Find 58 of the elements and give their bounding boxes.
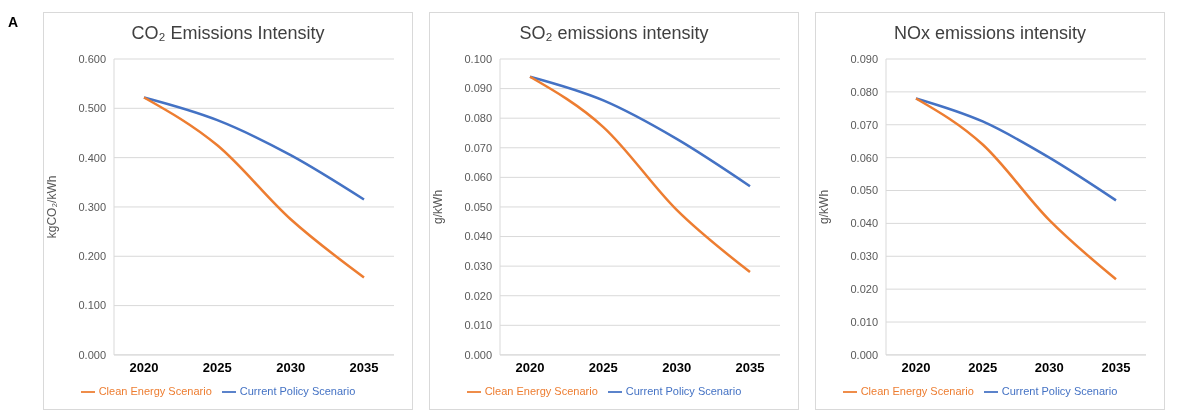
chart-title: SO₂ emissions intensity [518, 22, 710, 45]
x-tick-label: 2020 [515, 360, 545, 376]
y-tick-label: 0.020 [850, 283, 878, 296]
y-tick-label: 0.080 [464, 112, 492, 125]
y-tick-label: 0.500 [78, 102, 106, 115]
y-axis-title: g/kWh [431, 189, 446, 224]
legend-label: Current Policy Scenario [1001, 384, 1118, 397]
legend-label: Clean Energy Scenario [484, 384, 598, 397]
x-tick-label: 2030 [662, 360, 692, 376]
x-tick-label: 2030 [1034, 360, 1064, 376]
x-tick-label: 2035 [1101, 360, 1131, 376]
x-tick-label: 2025 [202, 360, 232, 376]
y-tick-label: 0.090 [464, 82, 492, 95]
line-series [914, 97, 1118, 202]
x-tick-label: 2020 [129, 360, 159, 376]
legend-label: Current Policy Scenario [625, 384, 742, 397]
y-tick-label: 0.070 [464, 141, 492, 154]
y-tick-label: 0.070 [850, 118, 878, 131]
y-axis-title: g/kWh [817, 189, 832, 224]
y-tick-label: 0.010 [464, 319, 492, 332]
x-tick-label: 2025 [588, 360, 618, 376]
y-tick-label: 0.000 [850, 348, 878, 361]
y-tick-label: 0.000 [78, 348, 106, 361]
y-tick-label: 0.060 [464, 171, 492, 184]
y-tick-label: 0.050 [464, 200, 492, 213]
x-tick-label: 2035 [735, 360, 765, 376]
y-tick-label: 0.100 [78, 299, 106, 312]
x-tick-label: 2025 [968, 360, 998, 376]
x-tick-label: 2020 [901, 360, 931, 376]
y-tick-label: 0.050 [850, 184, 878, 197]
y-tick-label: 0.200 [78, 250, 106, 263]
legend-label: Current Policy Scenario [239, 384, 356, 397]
y-tick-label: 0.090 [850, 52, 878, 65]
text: A [8, 14, 20, 30]
y-tick-label: 0.100 [464, 52, 492, 65]
y-tick-label: 0.030 [464, 260, 492, 273]
y-tick-label: 0.020 [464, 289, 492, 302]
y-axis-title: kgCO₂/kWh [45, 175, 60, 239]
line-series [142, 96, 366, 279]
line-series [914, 97, 1118, 281]
x-tick-label: 2030 [276, 360, 306, 376]
y-tick-label: 0.000 [464, 348, 492, 361]
y-tick-label: 0.400 [78, 151, 106, 164]
y-tick-label: 0.040 [850, 217, 878, 230]
y-tick-label: 0.060 [850, 151, 878, 164]
chart-title: CO₂ Emissions Intensity [130, 22, 326, 45]
x-tick-label: 2035 [349, 360, 379, 376]
y-tick-label: 0.300 [78, 200, 106, 213]
chart-title: NOx emissions intensity [892, 22, 1088, 45]
line-series [528, 75, 752, 274]
y-tick-label: 0.600 [78, 52, 106, 65]
line-series [142, 96, 366, 201]
y-tick-label: 0.030 [850, 250, 878, 263]
legend-label: Clean Energy Scenario [860, 384, 974, 397]
y-tick-label: 0.080 [850, 85, 878, 98]
y-tick-label: 0.010 [850, 315, 878, 328]
legend-label: Clean Energy Scenario [98, 384, 212, 397]
y-tick-label: 0.040 [464, 230, 492, 243]
